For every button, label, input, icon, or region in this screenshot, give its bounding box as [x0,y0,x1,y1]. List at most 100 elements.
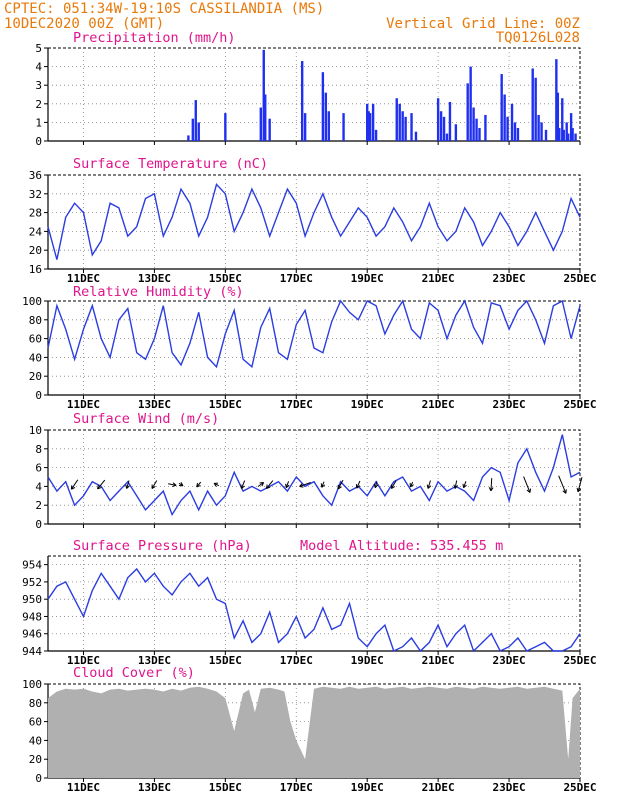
precip-bar [321,72,325,141]
pres-xtick-label: 21DEC [422,654,455,667]
wind-arrow [240,480,246,489]
rh-ytick-label: 0 [35,389,42,402]
precip-bar [191,118,195,141]
precip-title: Precipitation (mm/h) [73,30,236,46]
cloud-ytick-label: 80 [29,697,42,710]
precip-bar [442,116,446,141]
temp-frame [47,174,581,270]
precip-bar [562,129,565,141]
pres-frame [47,555,581,652]
pres-xtick-label: 19DEC [351,654,384,667]
wind-arrow [265,480,274,489]
wind-arrow [488,478,494,492]
precip-bar [371,103,375,141]
temp-xtick-label: 23DEC [493,272,526,285]
wind-arrow [213,482,220,487]
temp-xtick-label: 11DEC [67,272,100,285]
wind-arrow [70,479,79,490]
precip-bar [472,107,475,141]
cloud-xtick-label: 17DEC [280,781,313,794]
precip-frame [47,47,581,142]
cloud-xtick-label: 11DEC [67,781,100,794]
pres-title: Surface Pressure (hPa) [73,538,252,554]
rh-xtick-label: 19DEC [351,398,384,411]
precip-bar [565,122,568,141]
rh-xtick-label: 11DEC [67,398,100,411]
wind-arrow [355,480,361,489]
wind-ytick-label: 4 [35,480,42,493]
pres-xtick-label: 17DEC [280,654,313,667]
wind-arrow [299,482,311,488]
panels: Precipitation (mm/h) 0 1 2 3 4 5 Surface Temper… [22,30,596,794]
wind-ytick-label: 10 [29,424,42,437]
wind-arrow [576,477,583,493]
precip-bar [197,122,200,141]
precip-bar [414,131,418,141]
wind-arrow [523,476,531,493]
pres-ytick-label: 950 [22,593,42,606]
cloud-ytick-label: 100 [22,678,42,691]
pres-subtitle: Model Altitude: 535.455 m [300,538,503,554]
precip-bar [448,101,452,141]
rh-ytick-label: 40 [29,351,42,364]
precip-bar [466,83,469,141]
rh-xtick-label: 23DEC [493,398,526,411]
pres-xtick-label: 15DEC [209,654,242,667]
precip-ytick-label: 1 [35,116,42,129]
wind-arrow [373,481,379,489]
cloud-ytick-label: 20 [29,753,42,766]
header-station: CPTEC: 051:34W-19:10S CASSILANDIA (MS) [4,1,324,17]
wind-ytick-label: 6 [35,462,42,475]
cloud-xtick-label: 15DEC [209,781,242,794]
precip-bar [571,127,574,141]
precip-bar [513,122,517,141]
wind-arrow [168,482,177,487]
temp-xtick-label: 13DEC [138,272,171,285]
pres-ytick-label: 954 [22,559,42,572]
precip-bar [558,127,561,141]
header-date: 10DEC2020 00Z (GMT) [4,16,164,32]
wind-arrow [97,479,106,490]
temp-line [47,183,581,260]
pres-ytick-label: 944 [22,645,42,658]
pres-line [47,567,581,653]
header-grid-info: Vertical Grid Line: 00Z [386,16,580,32]
precip-bar [436,98,440,141]
rh-line [47,299,581,369]
precip-bar [398,103,401,141]
wind-arrow [337,479,344,490]
wind-arrow [558,475,567,494]
precip-ytick-label: 4 [35,61,42,74]
rh-xtick-label: 25DEC [563,398,596,411]
cloud-panel: Cloud Cover (%) 0 20 40 60 80 100 11DEC 13DEC 15D… [22,665,596,794]
precip-ytick-label: 2 [35,98,42,111]
rh-ytick-label: 60 [29,333,42,346]
precip-bar [531,68,534,141]
pres-ytick-label: 952 [22,576,42,589]
wind-arrow [453,480,459,489]
header-model-code: TQ0126L028 [496,30,580,46]
cloud-ytick-label: 0 [35,772,42,785]
precip-bar [544,129,548,141]
precip-bar [510,103,514,141]
cloud-area [48,686,580,778]
pres-ytick-label: 946 [22,628,42,641]
temp-xtick-label: 21DEC [422,272,455,285]
precip-bar [187,135,190,141]
wind-arrow [320,481,326,488]
cloud-ytick-label: 40 [29,734,42,747]
rh-ytick-label: 80 [29,314,42,327]
precip-bar [327,111,330,141]
temp-ytick-label: 16 [29,263,42,276]
temp-xtick-label: 17DEC [280,272,313,285]
precip-bar [561,98,564,141]
precip-bar [503,94,506,141]
precip-bar [556,92,560,141]
wind-ytick-label: 2 [35,499,42,512]
wind-arrow [178,482,184,487]
wind-frame [47,429,581,525]
precip-ytick-label: 3 [35,79,42,92]
rh-xtick-label: 15DEC [209,398,242,411]
cloud-xtick-label: 19DEC [351,781,384,794]
pres-xtick-label: 25DEC [563,654,596,667]
